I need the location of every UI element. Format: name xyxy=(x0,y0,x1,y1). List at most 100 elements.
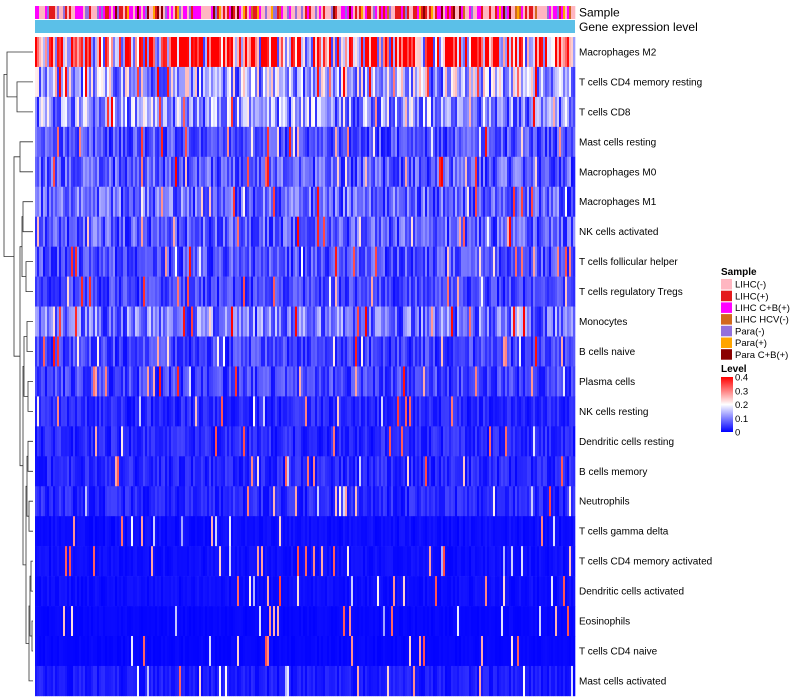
heatmap-cell xyxy=(199,156,202,188)
heatmap-cell xyxy=(177,456,180,487)
heatmap-cell xyxy=(349,216,352,247)
heatmap-cell xyxy=(317,456,320,487)
heatmap-cell xyxy=(157,216,160,247)
heatmap-cell xyxy=(97,426,100,457)
heatmap-cell xyxy=(305,276,308,307)
heatmap-cell xyxy=(239,486,242,517)
heatmap-cell xyxy=(103,546,106,577)
heatmap-cell xyxy=(547,246,550,277)
heatmap-cell xyxy=(381,37,384,68)
heatmap-cell xyxy=(515,276,518,307)
heatmap-cell xyxy=(271,306,274,337)
heatmap-cell xyxy=(353,546,356,577)
heatmap-cell xyxy=(279,246,282,277)
heatmap-cell xyxy=(315,126,318,158)
heatmap-cell xyxy=(201,126,204,158)
heatmap-cell xyxy=(197,156,200,188)
heatmap-cell xyxy=(111,426,114,457)
heatmap-cell xyxy=(295,186,298,217)
heatmap-cell xyxy=(403,216,406,247)
heatmap-cell xyxy=(231,486,234,517)
heatmap-cell xyxy=(237,96,240,128)
heatmap-cell xyxy=(439,126,442,158)
heatmap-cell xyxy=(165,426,168,457)
heatmap-cell xyxy=(467,96,470,128)
heatmap-cell xyxy=(491,516,494,547)
heatmap-cell xyxy=(553,306,556,337)
heatmap-cell xyxy=(339,546,342,577)
heatmap-cell xyxy=(313,66,316,98)
heatmap-cell xyxy=(227,336,230,367)
heatmap-cell xyxy=(437,456,440,487)
heatmap-cell xyxy=(541,516,544,547)
heatmap-cell xyxy=(207,156,210,188)
heatmap-cell xyxy=(443,306,446,337)
heatmap-cell xyxy=(37,306,40,337)
heatmap-cell xyxy=(391,426,394,457)
heatmap-cell xyxy=(261,336,264,367)
heatmap-cell xyxy=(71,336,74,367)
heatmap-cell xyxy=(67,336,70,367)
heatmap-cell xyxy=(225,396,228,427)
heatmap-cell xyxy=(177,276,180,307)
heatmap-cell xyxy=(425,456,428,487)
heatmap-cell xyxy=(379,336,382,367)
heatmap-row xyxy=(35,156,576,188)
heatmap-cell xyxy=(307,156,310,188)
heatmap-cell xyxy=(225,336,228,367)
heatmap-cell xyxy=(219,37,222,68)
heatmap-row xyxy=(35,66,576,98)
heatmap-cell xyxy=(183,96,186,128)
heatmap-cell xyxy=(375,126,378,158)
heatmap-cell xyxy=(147,456,150,487)
heatmap-cell xyxy=(289,216,292,247)
heatmap-cell xyxy=(59,486,62,517)
heatmap-cell xyxy=(525,216,528,247)
heatmap-cell xyxy=(235,37,238,68)
heatmap-cell xyxy=(569,486,572,517)
heatmap-cell xyxy=(83,546,86,577)
heatmap-cell xyxy=(329,126,332,158)
heatmap-cell xyxy=(199,66,202,98)
heatmap-cell xyxy=(375,66,378,98)
heatmap-cell xyxy=(561,336,564,367)
heatmap-cell xyxy=(475,126,478,158)
heatmap-cell xyxy=(239,426,242,457)
heatmap-cell xyxy=(293,396,296,427)
heatmap-cell xyxy=(165,576,168,607)
heatmap-cell xyxy=(97,486,100,517)
heatmap-cell xyxy=(255,276,258,307)
heatmap-cell xyxy=(357,96,360,128)
heatmap-cell xyxy=(71,546,74,577)
heatmap-cell xyxy=(403,276,406,307)
heatmap-cell xyxy=(295,456,298,487)
heatmap-cell xyxy=(227,66,230,98)
heatmap-cell xyxy=(273,37,276,68)
heatmap-cell xyxy=(93,396,96,427)
heatmap-cell xyxy=(277,366,280,397)
heatmap-cell xyxy=(493,516,496,547)
heatmap-cell xyxy=(509,246,512,277)
heatmap-cell xyxy=(45,396,48,427)
heatmap-cell xyxy=(213,486,216,517)
heatmap-cell xyxy=(565,96,568,128)
heatmap-cell xyxy=(517,426,520,457)
heatmap-cell xyxy=(393,216,396,247)
heatmap-cell xyxy=(127,246,130,277)
heatmap-cell xyxy=(297,276,300,307)
heatmap-cell xyxy=(247,306,250,337)
heatmap-cell xyxy=(409,516,412,547)
dendrogram-branch xyxy=(19,246,23,467)
heatmap-cell xyxy=(295,366,298,397)
heatmap-cell xyxy=(175,246,178,277)
heatmap-cell xyxy=(71,426,74,457)
heatmap-cell xyxy=(101,306,104,337)
heatmap-cell xyxy=(87,366,90,397)
heatmap-cell xyxy=(183,456,186,487)
heatmap-cell xyxy=(213,276,216,307)
heatmap-cell xyxy=(203,546,206,577)
heatmap-cell xyxy=(367,186,370,217)
heatmap-cell xyxy=(51,516,54,547)
heatmap-cell xyxy=(91,576,94,607)
heatmap-cell xyxy=(481,37,484,68)
